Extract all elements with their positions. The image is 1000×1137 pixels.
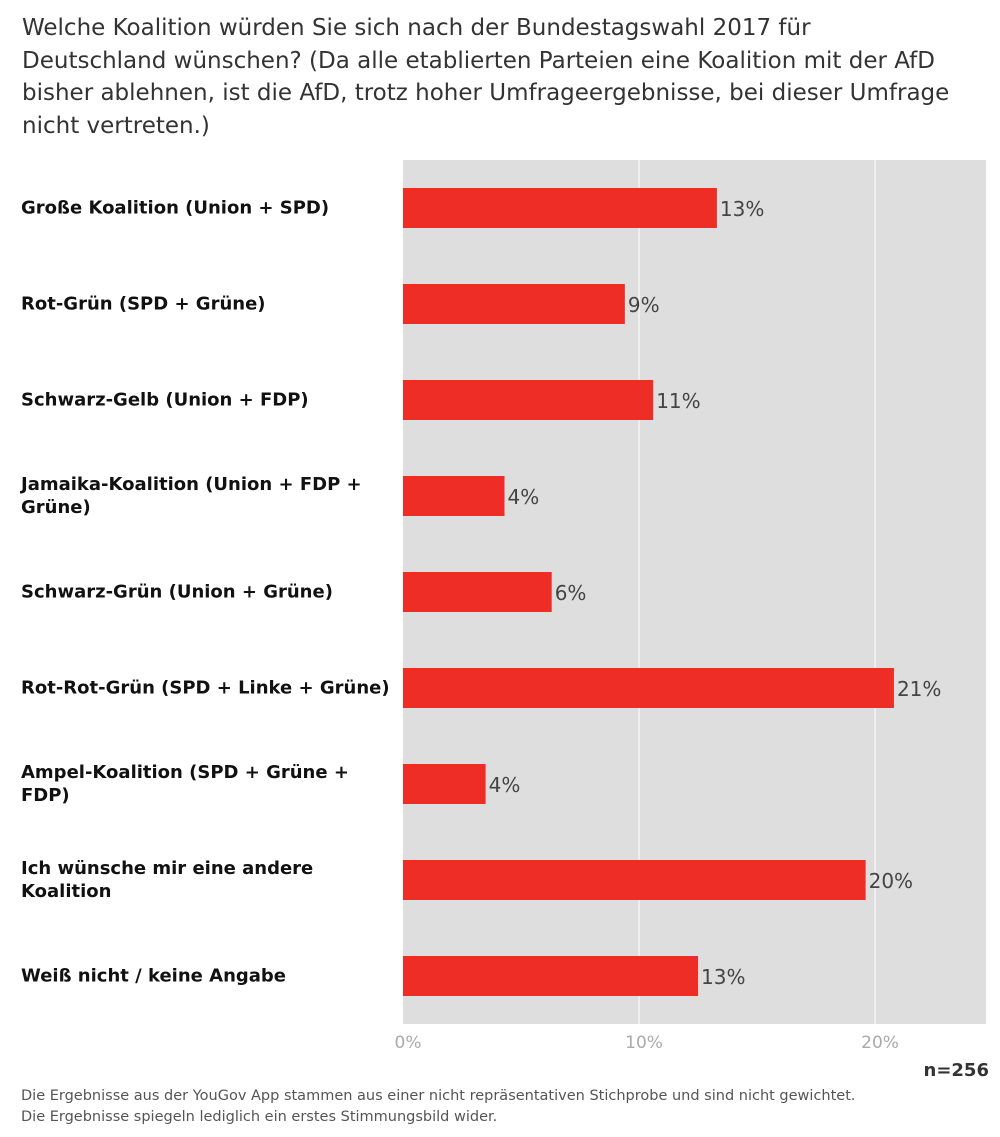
- data-label: 13%: [701, 965, 745, 989]
- bar-chart: 0% 10% 20% 13% 9% 11% 4% 6% 21% 4% 20% 13%: [395, 160, 986, 1053]
- sample-size: n=256: [923, 1060, 989, 1081]
- data-label: 11%: [656, 389, 700, 413]
- bar: [403, 860, 866, 900]
- bar: [403, 572, 552, 612]
- data-label: 4%: [507, 485, 539, 509]
- category-label: Ich wünsche mir eine andere Koalition: [21, 858, 314, 902]
- data-label: 6%: [555, 581, 587, 605]
- x-tick-label: 0%: [395, 1033, 422, 1053]
- bar: [403, 284, 625, 324]
- footnote-2: Die Ergebnisse spiegeln lediglich ein er…: [21, 1109, 498, 1125]
- bar: [403, 476, 505, 516]
- category-label: Weiß nicht / keine Angabe: [21, 965, 287, 987]
- category-label: Große Koalition (Union + SPD): [21, 197, 330, 219]
- x-tick-label: 10%: [625, 1033, 663, 1053]
- data-label: 13%: [720, 197, 764, 221]
- bar: [403, 668, 894, 708]
- footnote-1: Die Ergebnisse aus der YouGov App stamme…: [21, 1088, 856, 1104]
- bar: [403, 188, 717, 228]
- x-tick-label: 20%: [861, 1033, 899, 1053]
- category-label: Jamaika-Koalition (Union + FDP + Grüne): [21, 474, 362, 518]
- category-label: Ampel-Koalition (SPD + Grüne + FDP): [21, 762, 349, 806]
- bar: [403, 380, 654, 420]
- data-label: 4%: [489, 773, 521, 797]
- bar: [403, 956, 699, 996]
- bar: [403, 764, 486, 804]
- category-label: Schwarz-Gelb (Union + FDP): [21, 389, 309, 411]
- category-label: Schwarz-Grün (Union + Grüne): [21, 581, 333, 603]
- data-label: 21%: [897, 677, 941, 701]
- data-label: 20%: [869, 869, 913, 893]
- chart-title: Welche Koalition würden Sie sich nach de…: [22, 15, 950, 139]
- data-label: 9%: [628, 293, 660, 317]
- category-label: Rot-Rot-Grün (SPD + Linke + Grüne): [21, 677, 390, 699]
- category-label: Rot-Grün (SPD + Grüne): [21, 293, 266, 315]
